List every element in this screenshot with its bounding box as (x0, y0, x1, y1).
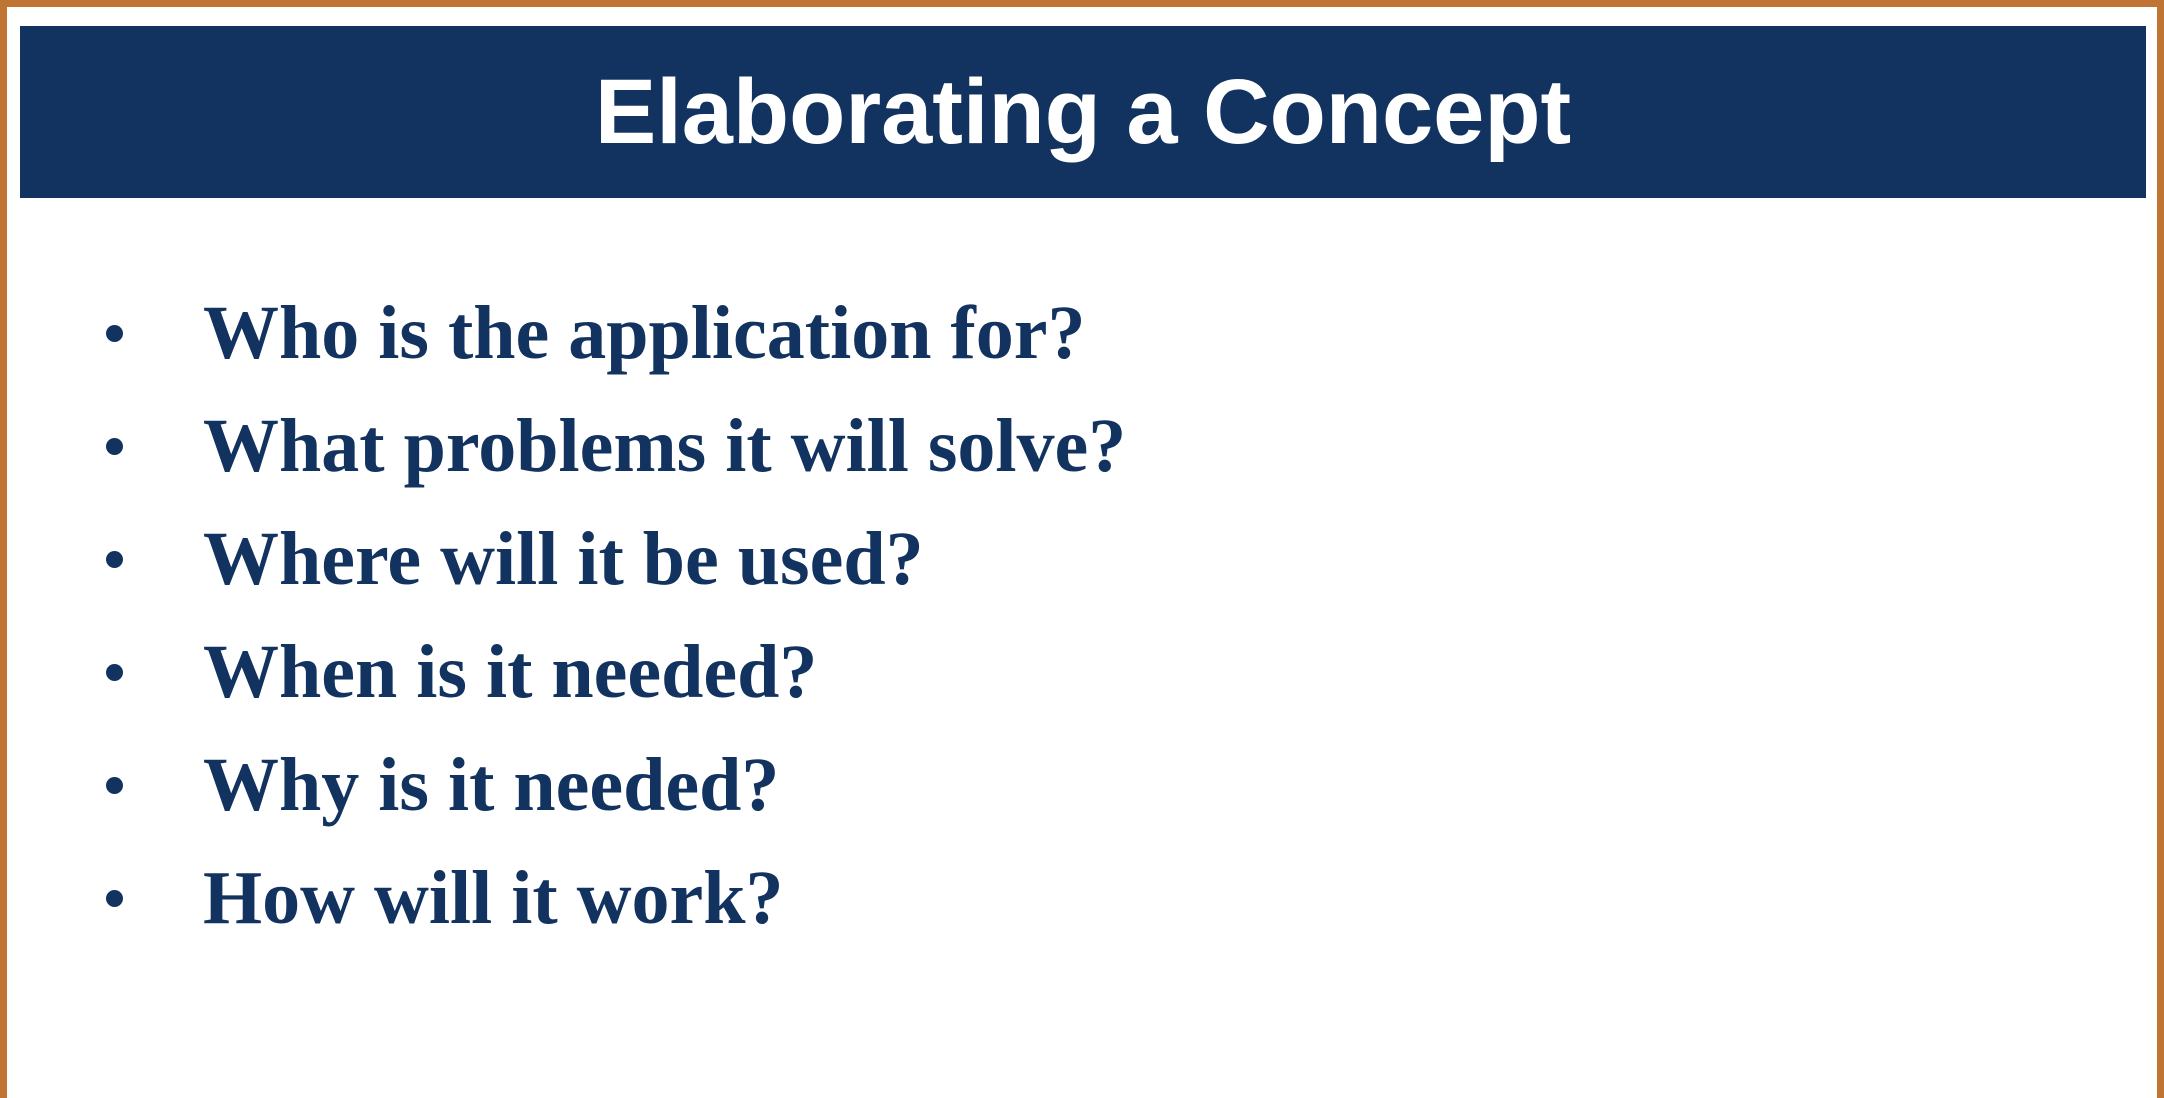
bullet-dot-icon (106, 551, 123, 568)
bullet-item: Who is the application for? (97, 277, 1126, 390)
bullet-dot-icon (106, 890, 123, 907)
slide-title: Elaborating a Concept (594, 61, 1572, 163)
bullet-text: What problems it will solve? (203, 404, 1127, 488)
bullet-text: Where will it be used? (203, 517, 924, 601)
bullet-item: What problems it will solve? (97, 390, 1126, 503)
bullet-dot-icon (106, 664, 123, 681)
bullet-text: How will it work? (203, 856, 784, 940)
bullet-item: Where will it be used? (97, 503, 1126, 616)
bullet-item: When is it needed? (97, 616, 1126, 729)
bullet-dot-icon (106, 325, 123, 342)
bullet-text: Who is the application for? (203, 291, 1086, 375)
bullet-dot-icon (106, 777, 123, 794)
title-banner: Elaborating a Concept (20, 26, 2146, 198)
bullet-text: When is it needed? (203, 630, 818, 714)
bullet-list: Who is the application for? What problem… (97, 277, 1126, 955)
bullet-item: Why is it needed? (97, 729, 1126, 842)
bullet-item: How will it work? (97, 842, 1126, 955)
bullet-text: Why is it needed? (203, 743, 780, 827)
bullet-dot-icon (106, 438, 123, 455)
